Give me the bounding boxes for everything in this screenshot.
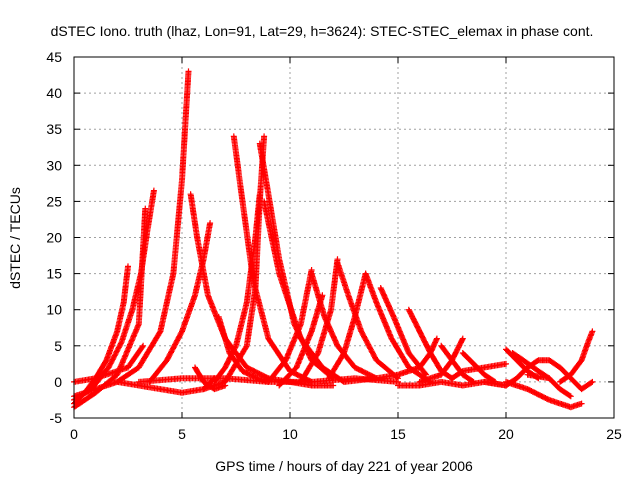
plus-marker-run bbox=[362, 270, 434, 385]
y-tick-label: 45 bbox=[46, 49, 62, 65]
series-track bbox=[256, 140, 337, 382]
y-tick-label: 15 bbox=[46, 266, 62, 282]
y-tick-label: -5 bbox=[50, 410, 63, 426]
series-track bbox=[557, 328, 596, 385]
y-tick-label: 40 bbox=[46, 85, 62, 101]
series-track bbox=[146, 220, 214, 385]
plus-marker-run bbox=[524, 371, 574, 400]
plus-marker-run bbox=[261, 198, 347, 385]
series-track bbox=[362, 270, 434, 385]
x-tick-label: 5 bbox=[178, 426, 186, 442]
chart-title: dSTEC Iono. truth (lhaz, Lon=91, Lat=29,… bbox=[51, 23, 594, 39]
x-axis-label: GPS time / hours of day 221 of year 2006 bbox=[215, 458, 473, 474]
plus-marker-run bbox=[416, 335, 466, 385]
y-tick-label: 20 bbox=[46, 230, 62, 246]
plus-marker-run bbox=[557, 328, 596, 385]
y-tick-label: 35 bbox=[46, 121, 62, 137]
y-tick-label: 10 bbox=[46, 302, 62, 318]
series-track bbox=[230, 133, 315, 385]
axis-ticks: 0 5 10 15 20 25 -5 0 5 10 15 20 25 30 35 40 45 bbox=[46, 49, 622, 442]
plus-marker-run bbox=[395, 378, 509, 389]
series-track bbox=[135, 375, 401, 385]
series-track bbox=[261, 198, 347, 385]
x-tick-label: 15 bbox=[390, 426, 406, 442]
series-track bbox=[276, 292, 326, 389]
series-track bbox=[449, 360, 509, 382]
plot-frame bbox=[73, 56, 615, 419]
y-axis-label: dSTEC / TECUs bbox=[7, 187, 23, 289]
plus-marker-run bbox=[146, 220, 214, 385]
y-tick-label: 30 bbox=[46, 157, 62, 173]
series-track bbox=[395, 378, 509, 389]
y-tick-label: 0 bbox=[54, 374, 62, 390]
plus-marker-run bbox=[276, 292, 326, 389]
plus-marker-run bbox=[449, 360, 509, 382]
x-tick-label: 25 bbox=[606, 426, 622, 442]
x-tick-label: 10 bbox=[282, 426, 298, 442]
plus-marker-run bbox=[503, 378, 585, 411]
x-tick-label: 0 bbox=[70, 426, 78, 442]
plus-marker-run bbox=[135, 375, 401, 385]
x-tick-label: 20 bbox=[498, 426, 514, 442]
data-points bbox=[71, 68, 596, 411]
plus-marker-run bbox=[256, 140, 337, 382]
series-track bbox=[503, 378, 585, 411]
series-track bbox=[524, 371, 574, 400]
y-tick-label: 25 bbox=[46, 193, 62, 209]
plus-marker-run bbox=[230, 133, 315, 385]
y-tick-label: 5 bbox=[54, 338, 62, 354]
series-track bbox=[416, 335, 466, 385]
